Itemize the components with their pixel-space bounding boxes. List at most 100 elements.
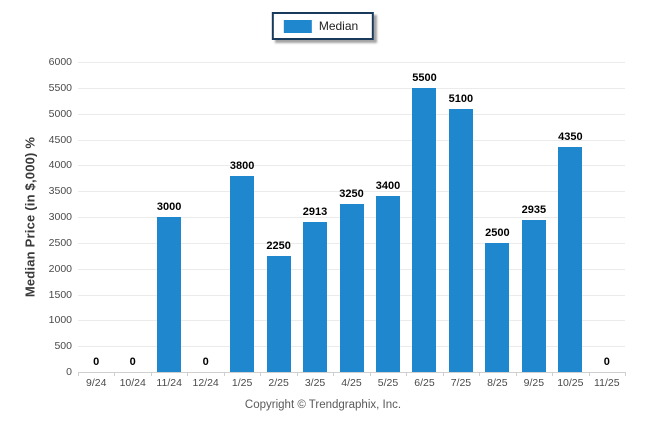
- y-tick-label: 4500: [48, 133, 72, 146]
- x-axis-labels: 9/24 10/24 11/24 12/24 1/25 2/25 3/25 4/25 5/25 6…: [78, 377, 625, 389]
- y-tick-label: 1500: [48, 288, 72, 301]
- x-tick-label-6/25: 6/25: [414, 377, 435, 389]
- x-tick-label-8/25: 8/25: [487, 377, 508, 389]
- bar-column-10/24: 0: [114, 62, 150, 372]
- bar-value-label: 4350: [558, 131, 583, 144]
- legend[interactable]: Median: [271, 12, 375, 40]
- bar-value-label: 0: [603, 356, 610, 368]
- bar-10/25: [558, 147, 583, 372]
- x-tick-label-12/24: 12/24: [192, 377, 219, 389]
- x-tick-mark: [296, 372, 298, 376]
- bar-column-3/25: 2913: [297, 62, 333, 372]
- bar-column-11/25: 0: [589, 62, 625, 372]
- gridline-0: [78, 372, 625, 373]
- bar-3/25: [303, 221, 328, 372]
- bar-column-10/25: 4350: [552, 62, 588, 372]
- bar-column-7/25: 5100: [443, 62, 479, 372]
- bar-column-9/24: 0: [78, 62, 114, 372]
- x-tick-mark: [260, 372, 262, 376]
- bar-value-label: 0: [202, 356, 209, 368]
- bar-5/25: [375, 196, 400, 372]
- gridline-4000: [78, 165, 625, 167]
- y-tick-label: 1000: [48, 314, 72, 327]
- bar-value-label: 5500: [412, 71, 437, 84]
- x-tick-mark: [369, 372, 371, 376]
- gridline-3500: [78, 191, 625, 193]
- gridline-5500: [78, 87, 625, 89]
- bar-column-4/25: 3250: [333, 62, 369, 372]
- bar-value-label: 0: [93, 356, 100, 368]
- bar-value-label: 3000: [156, 201, 182, 213]
- legend-swatch-median: [283, 19, 312, 33]
- x-tick-mark: [625, 372, 626, 376]
- x-tick-label-10/25: 10/25: [557, 377, 584, 389]
- bar-value-label: 5100: [448, 92, 474, 105]
- bar-column-6/25: 5500: [406, 62, 442, 372]
- bar-value-label: 3800: [229, 159, 255, 172]
- x-tick-label-2/25: 2/25: [268, 377, 289, 389]
- y-tick-label: 2500: [48, 236, 72, 249]
- plot-area: 0 500 1000 1500 2000 2500 3000 3500 4000 4500 5000…: [49, 56, 626, 378]
- x-tick-label-11/25: 11/25: [594, 377, 620, 389]
- x-tick-mark: [333, 372, 335, 376]
- y-tick-label: 6000: [48, 56, 72, 68]
- bar-column-11/24: 3000: [151, 62, 187, 372]
- x-tick-label-9/25: 9/25: [523, 377, 545, 389]
- bar-value-label: 2250: [266, 239, 291, 252]
- bar-9/25: [521, 220, 546, 372]
- y-tick-label: 3500: [48, 185, 72, 198]
- bar-value-label: 2500: [485, 226, 510, 239]
- copyright-text: Copyright © Trendgraphix, Inc.: [244, 399, 402, 411]
- bar-8/25: [485, 242, 510, 372]
- bar-4/25: [339, 204, 364, 372]
- x-tick-mark: [479, 372, 481, 376]
- y-tick-label: 5000: [48, 107, 72, 120]
- x-tick-mark: [114, 372, 116, 376]
- y-tick-label: 2000: [48, 262, 72, 275]
- bar-column-2/25: 2250: [260, 62, 296, 372]
- bar-value-label: 3250: [339, 188, 364, 201]
- bar-7/25: [448, 108, 473, 372]
- bar-column-12/24: 0: [187, 62, 223, 372]
- bar-column-8/25: 2500: [479, 62, 515, 372]
- bar-1/25: [230, 175, 255, 372]
- x-tick-mark: [150, 372, 152, 376]
- x-tick-mark: [187, 372, 189, 376]
- x-tick-mark: [515, 372, 517, 376]
- y-tick-label: 3000: [48, 211, 72, 223]
- x-tick-mark: [442, 372, 444, 376]
- bar-columns: 0 0 3000 0 3800 2250 2913 3250 3400 5500 5100 2500 2…: [78, 62, 625, 372]
- x-tick-mark: [552, 372, 554, 376]
- y-tick-label: 4000: [48, 159, 72, 172]
- y-tick-label: 500: [54, 340, 72, 353]
- bar-2/25: [266, 255, 291, 372]
- y-tick-label: 0: [66, 366, 72, 378]
- legend-label-median: Median: [318, 19, 359, 33]
- x-tick-label-1/25: 1/25: [231, 377, 253, 389]
- x-tick-label-5/25: 5/25: [377, 377, 399, 389]
- x-tick-label-4/25: 4/25: [341, 377, 362, 389]
- bar-11/24: [157, 217, 182, 372]
- x-tick-label-11/24: 11/24: [156, 377, 182, 389]
- bar-value-label: 0: [129, 356, 136, 368]
- x-tick-label-7/25: 7/25: [450, 377, 472, 389]
- x-tick-mark: [406, 372, 408, 376]
- x-tick-mark: [223, 372, 225, 376]
- y-tick-label: 5500: [48, 81, 72, 94]
- x-tick-label-9/24: 9/24: [86, 377, 107, 389]
- x-tick-mark: [588, 372, 590, 376]
- x-tick-label-3/25: 3/25: [304, 377, 326, 389]
- bar-column-1/25: 3800: [224, 62, 260, 372]
- bar-value-label: 3400: [375, 180, 401, 193]
- gridline-5000: [78, 113, 625, 115]
- bar-column-9/25: 2935: [516, 62, 552, 372]
- bar-6/25: [412, 87, 437, 372]
- bar-column-5/25: 3400: [370, 62, 406, 372]
- x-tick-label-10/24: 10/24: [119, 377, 146, 389]
- bar-value-label: 2913: [302, 205, 328, 218]
- x-tick-mark: [78, 372, 79, 376]
- bar-value-label: 2935: [521, 204, 547, 217]
- gridline-4500: [78, 139, 625, 141]
- gridline-6000: [78, 62, 625, 63]
